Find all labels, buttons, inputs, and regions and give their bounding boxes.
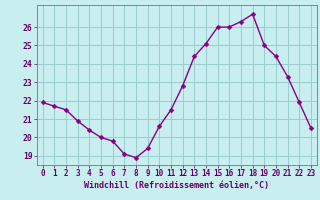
X-axis label: Windchill (Refroidissement éolien,°C): Windchill (Refroidissement éolien,°C)	[84, 181, 269, 190]
